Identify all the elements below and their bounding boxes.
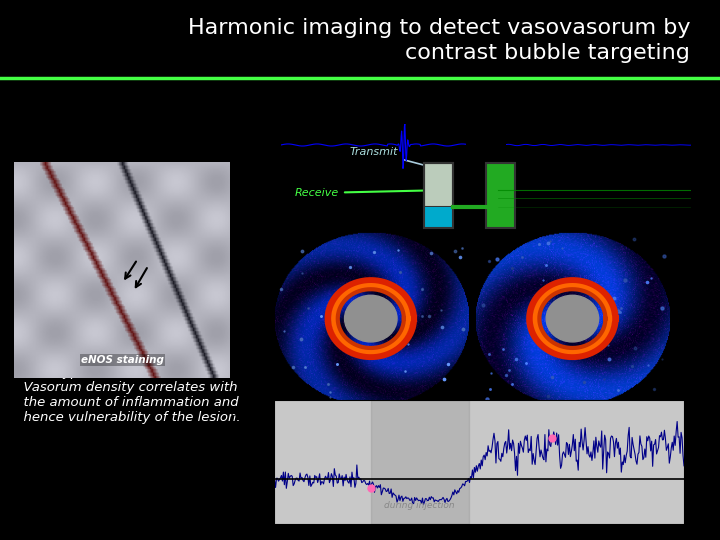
Text: Harmonic imaging to detect vasovasorum by: Harmonic imaging to detect vasovasorum b… [187,18,690,38]
Circle shape [345,295,397,342]
Bar [425,163,453,228]
Text: Receive: Receive [295,188,443,198]
Text: contrast bubble targeting: contrast bubble targeting [405,43,690,63]
Text: After Injection: After Injection [536,237,624,249]
Bar [371,400,469,524]
Bar [425,207,453,228]
Text: Transmit: Transmit [350,147,446,172]
Circle shape [546,295,598,342]
Text: during injection: during injection [384,501,455,510]
Text: One hypothesis is that Vasa
  Vasorum density correlates with
  the amount of in: One hypothesis is that Vasa Vasorum dens… [15,366,240,424]
Text: Before Injection: Before Injection [366,237,464,249]
Bar [486,163,515,228]
Text: p=1.1564770+8810(%): p=1.1564770+8810(%) [436,392,521,399]
Bar [425,163,453,207]
Text: eNOS staining: eNOS staining [81,355,164,365]
